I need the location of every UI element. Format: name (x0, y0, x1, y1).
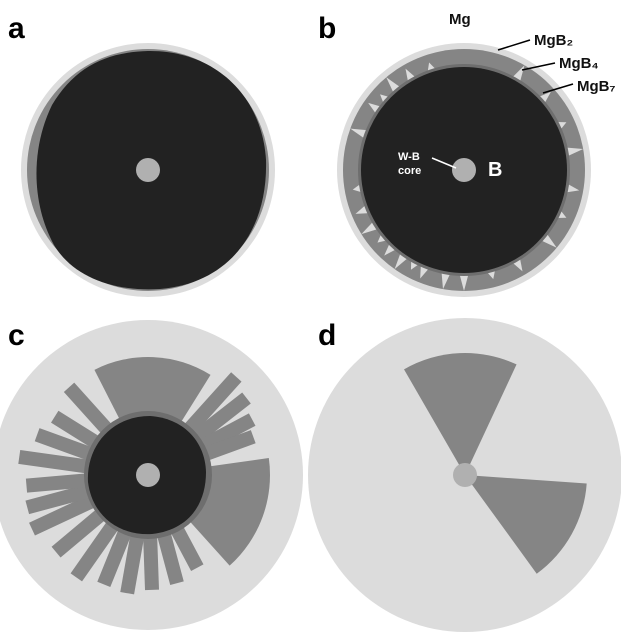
core (136, 158, 160, 182)
label: B (488, 159, 502, 181)
panel-c (0, 320, 303, 630)
figure: Mg MgB₂ MgB₄ MgB₇ W-B core B a b c d (0, 0, 621, 632)
panel-label: a (8, 12, 25, 45)
label: MgB₂ (534, 32, 573, 49)
leader-line (498, 40, 530, 50)
panel-b: Mg MgB₂ MgB₄ MgB₇ W-B core B (337, 11, 616, 297)
panel-label: b (318, 12, 336, 45)
label: Mg (449, 11, 471, 28)
panel-label: c (8, 319, 25, 352)
panel-a (21, 43, 275, 297)
label: MgB₇ (577, 78, 616, 95)
label: W-B (398, 151, 420, 163)
label: core (398, 165, 421, 177)
label: MgB₄ (559, 55, 599, 72)
core (452, 158, 476, 182)
core (453, 463, 477, 487)
core (136, 463, 160, 487)
panel-label: d (318, 319, 336, 352)
panel-d (308, 318, 621, 632)
